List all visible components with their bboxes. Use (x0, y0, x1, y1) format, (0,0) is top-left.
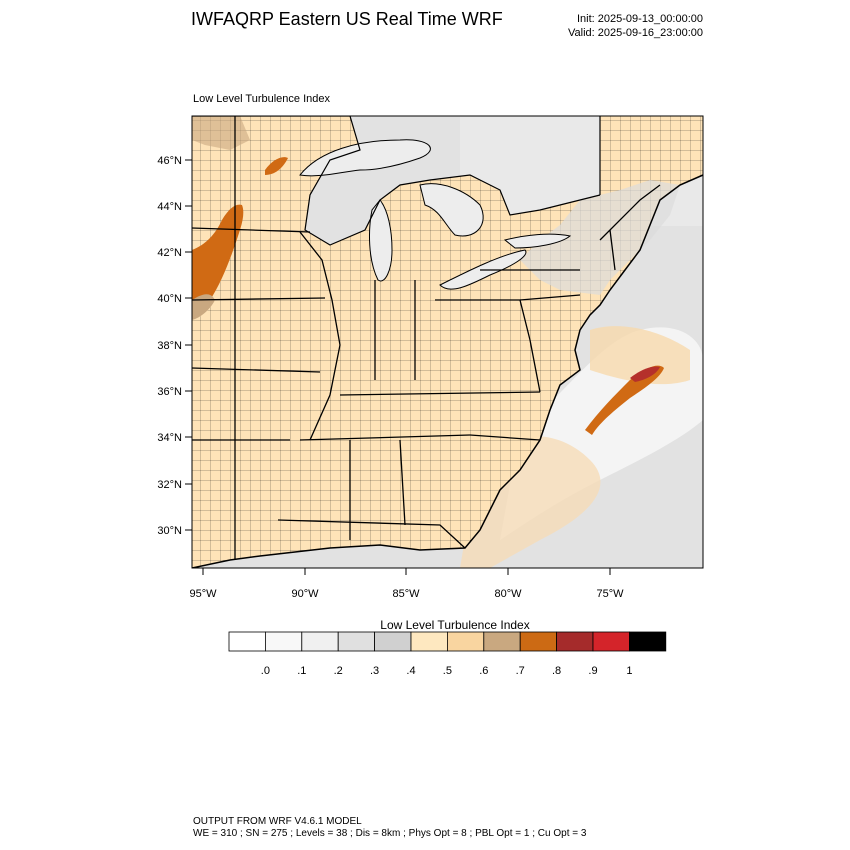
lat-label: 46°N (157, 155, 182, 167)
lon-label: 95°W (189, 588, 217, 600)
lake-huron (419, 183, 484, 237)
lon-ticks (202, 568, 611, 575)
northeast-low (520, 180, 680, 295)
lake-michigan (369, 199, 393, 282)
lake-ontario (503, 233, 572, 249)
colorbar-tick-label: .7 (516, 665, 525, 677)
colorbar-tick-label: .6 (479, 665, 488, 677)
colorbar-tick-label: .5 (443, 665, 452, 677)
colorbar-tick-label: .8 (552, 665, 561, 677)
colorbar-cell (228, 631, 266, 652)
field-label: Low Level Turbulence Index (193, 93, 330, 105)
lat-label: 32°N (157, 479, 182, 491)
state-borders (192, 116, 661, 560)
lake-superior (299, 139, 431, 177)
high-turbulence-west (192, 204, 244, 315)
colorbar-cell (264, 631, 303, 652)
init-time: Init: 2025-09-13_00:00:00 (577, 13, 703, 25)
colorbar-tick-label: .4 (406, 665, 415, 677)
coastline (192, 174, 703, 568)
colorbar-cell (483, 631, 521, 652)
border-canada (192, 116, 601, 246)
colorbar-tick-label: 1 (626, 665, 632, 677)
lat-label: 36°N (157, 386, 182, 398)
colorbar-cell (301, 631, 339, 652)
high-turbulence-north (265, 157, 288, 175)
lat-label: 44°N (157, 201, 182, 213)
colorbar-tick-label: .3 (370, 665, 379, 677)
lon-label: 80°W (494, 588, 522, 600)
colorbar-labels: .0 .1 .2 .3 .4 .5 .6 .7 .8 .9 1 (261, 665, 633, 677)
colorbar-tick-label: .9 (588, 665, 597, 677)
lat-label: 30°N (157, 525, 182, 537)
colorbar-cell (374, 631, 412, 652)
lat-label: 42°N (157, 247, 182, 259)
lat-label: 38°N (157, 340, 182, 352)
colorbar-cell (592, 631, 630, 652)
model-info: OUTPUT FROM WRF V4.6.1 MODEL (193, 816, 362, 827)
colorbar (228, 631, 667, 652)
colorbar-title: Low Level Turbulence Index (380, 618, 530, 632)
colorbar-tick-label: .2 (334, 665, 343, 677)
colorbar-tick-label: .0 (261, 665, 270, 677)
atlantic-band (590, 326, 690, 385)
colorbar-cell (629, 631, 667, 652)
colorbar-cell (410, 631, 448, 652)
colorbar-cell (556, 631, 594, 652)
lon-label: 90°W (291, 588, 319, 600)
lat-label: 34°N (157, 432, 182, 444)
lat-ticks (185, 159, 192, 531)
model-options: WE = 310 ; SN = 275 ; Levels = 38 ; Dis … (193, 828, 587, 839)
colorbar-cell (337, 631, 376, 652)
max-turbulence-offshore (630, 366, 660, 382)
map-canvas (192, 116, 703, 568)
lon-label: 85°W (392, 588, 420, 600)
high-turbulence-offshore (585, 365, 664, 435)
lat-label: 40°N (157, 293, 182, 305)
moderate-turbulence-west (192, 294, 215, 320)
page-title: IWFAQRP Eastern US Real Time WRF (191, 9, 503, 29)
colorbar-tick-label: .1 (297, 665, 306, 677)
colorbar-cell (519, 631, 558, 652)
lon-label: 75°W (596, 588, 624, 600)
valid-time: Valid: 2025-09-16_23:00:00 (568, 27, 703, 39)
map-frame (191, 115, 704, 569)
colorbar-cell (446, 631, 485, 652)
